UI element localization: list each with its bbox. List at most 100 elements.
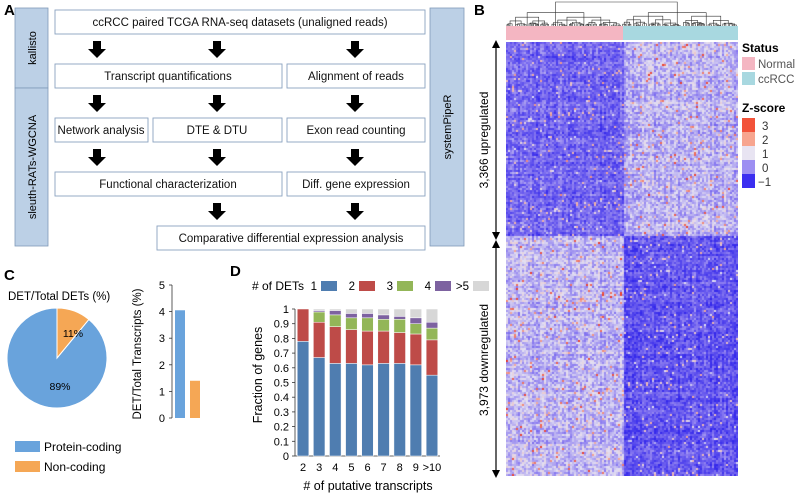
zscore-legend-title: Z-score — [742, 101, 786, 115]
stacked-legend: 1 2 3 4 >5 — [311, 281, 489, 293]
stacked-bar-chart: 0 0.1 0.2 0.3 0.4 0.5 0.6 0.7 0.8 0.9 1 2 3 4 5 6 7 8 9 >10 — [274, 304, 442, 474]
box-exon — [286, 117, 426, 143]
stacked-y-tick-label: 0.8 — [274, 333, 289, 345]
arrow-down-icon — [346, 41, 364, 58]
stacked-y-tick-label: 0 — [283, 451, 289, 463]
stacked-legend-label: 1 — [311, 281, 317, 293]
stacked-bar-segment — [377, 314, 390, 320]
stacked-x-tick-label: 7 — [381, 462, 387, 474]
panel-a-letter: A — [4, 2, 15, 19]
box-exon-label: Exon read counting — [306, 125, 405, 137]
box-alignment — [286, 63, 426, 89]
downregulated-label: 3,973 downregulated — [477, 304, 491, 416]
box-transcript-label: Transcript quantifications — [104, 71, 232, 83]
stacked-bar-segment — [361, 308, 374, 314]
box-comparative-label: Comparative differential expression anal… — [179, 233, 404, 245]
legend-swatch-protein-coding — [15, 441, 40, 452]
panel-d-letter: D — [230, 263, 241, 280]
legend-label-protein-coding: Protein-coding — [44, 440, 121, 454]
stacked-bar-segment — [377, 330, 390, 364]
sleuth-label: sleuth-RATs-WGCNA — [27, 114, 39, 219]
status-legend-swatch-normal — [742, 57, 755, 70]
stacked-y-tick-label: 0.3 — [274, 407, 289, 419]
stacked-y-tick-label: 0.9 — [274, 319, 289, 331]
zscore-swatch-neg1 — [742, 174, 755, 188]
pie-slice-non-coding — [56, 307, 90, 360]
small-bar-protein-coding — [175, 310, 185, 418]
stacked-legend-swatch — [397, 281, 413, 291]
stacked-bar-segment — [345, 329, 358, 364]
stacked-bar-segment — [425, 374, 438, 457]
kallisto-label: kallisto — [27, 31, 39, 65]
up-arrow-icon — [492, 40, 500, 48]
status-legend-title: Status — [742, 41, 779, 55]
stacked-legend-swatch — [473, 281, 489, 291]
stacked-legend-label: 2 — [349, 281, 355, 293]
down-arrow-icon — [492, 232, 500, 240]
small-bar-y-tick-label: 1 — [159, 386, 165, 398]
pie-value-label-0: 89% — [49, 381, 70, 393]
box-transcript — [54, 63, 283, 89]
arrow-down-icon — [208, 41, 226, 58]
stacked-bar-segment — [313, 357, 326, 457]
stacked-legend-label: 4 — [425, 281, 432, 293]
pie-chart — [6, 307, 108, 409]
arrow-down-icon — [208, 95, 226, 112]
stacked-bar-segment — [361, 317, 374, 332]
stacked-y-tick-label: 1 — [283, 304, 289, 316]
box-top-label: ccRCC paired TCGA RNA-seq datasets (unal… — [92, 17, 387, 29]
stacked-bar-segment — [329, 363, 342, 457]
pie-title: DET/Total DETs (%) — [8, 291, 110, 303]
arrow-down-icon — [346, 203, 364, 220]
small-bar-chart: 0 1 2 3 4 5 — [159, 280, 200, 425]
stacked-bar-segment — [393, 308, 406, 317]
stacked-bar-segment — [329, 310, 342, 316]
upregulated-label: 3,366 upregulated — [477, 92, 491, 189]
stacked-bar-segment — [425, 339, 438, 376]
stacked-bar-segment — [409, 317, 422, 324]
stacked-x-tick-label: 8 — [397, 462, 403, 474]
up-arrow-icon — [492, 240, 500, 248]
stacked-bar-segment — [393, 319, 406, 333]
stacked-bar-segment — [345, 317, 358, 330]
stacked-x-tick-label: 2 — [300, 462, 306, 474]
stacked-bar-segment — [361, 313, 374, 319]
stacked-bar-segment — [345, 363, 358, 457]
stacked-bar-segment — [345, 308, 358, 314]
panel-c-letter: C — [4, 267, 15, 284]
stacked-y-tick-label: 0.2 — [274, 422, 289, 434]
small-bar-y-tick-label: 3 — [159, 333, 165, 345]
stacked-bar-segment — [425, 308, 438, 323]
stacked-legend-label: 3 — [387, 281, 393, 293]
stacked-bar-segment — [377, 319, 390, 332]
panel-b-letter: B — [474, 2, 485, 19]
stacked-bar-segment — [361, 364, 374, 457]
dendrogram — [506, 1, 737, 26]
status-legend-swatch-ccrcc — [742, 72, 755, 85]
stacked-bar-segment — [409, 308, 422, 319]
box-comparative — [156, 225, 426, 251]
box-functional — [54, 171, 283, 197]
legend-label-non-coding: Non-coding — [44, 460, 105, 474]
arrow-down-icon — [208, 149, 226, 166]
stacked-legend-label: >5 — [456, 281, 469, 293]
status-bar-normal — [506, 26, 623, 40]
stacked-legend-swatch — [435, 281, 451, 291]
zscore-swatch-2 — [742, 132, 755, 146]
stacked-bar-segment — [361, 330, 374, 366]
stacked-x-tick-label: 9 — [413, 462, 419, 474]
box-top — [54, 9, 426, 35]
stacked-bar-segment — [393, 332, 406, 364]
arrow-down-icon — [88, 41, 106, 58]
small-bar-y-tick-label: 4 — [159, 307, 165, 319]
zscore-label-1: 1 — [762, 149, 768, 161]
stacked-bar-segment — [297, 308, 310, 342]
small-bar-ylabel: DET/Total Transcripts (%) — [132, 288, 144, 419]
stacked-bar-segment — [313, 311, 326, 323]
small-bar-y-tick-label: 5 — [159, 280, 165, 292]
box-network — [54, 117, 149, 143]
stacked-legend-swatch — [321, 281, 337, 291]
arrow-down-icon — [88, 149, 106, 166]
stacked-x-tick-label: >10 — [423, 462, 442, 474]
